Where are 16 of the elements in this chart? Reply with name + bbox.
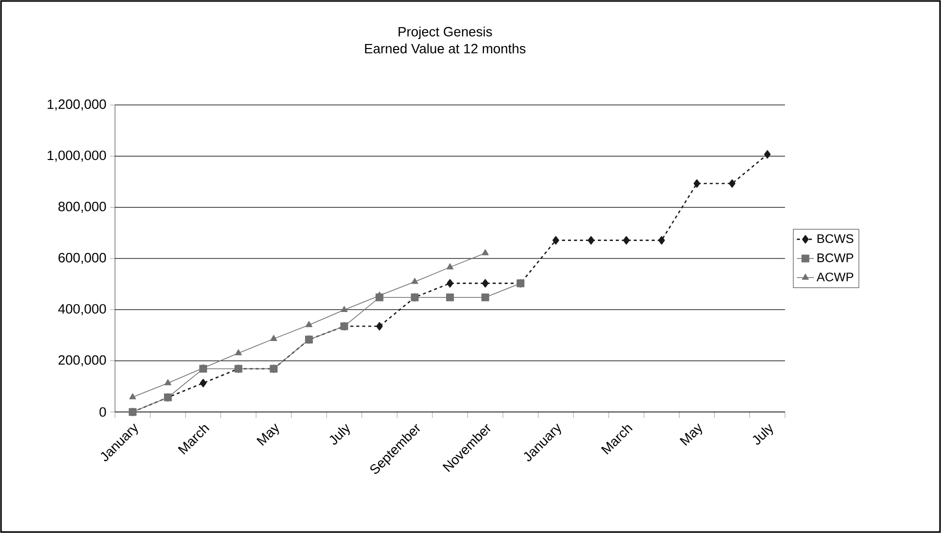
y-tick-label: 1,200,000 (48, 99, 106, 111)
legend-label: BCWS (818, 234, 854, 244)
x-tick-label: May (256, 424, 279, 446)
y-tick-label: 200,000 (58, 355, 106, 366)
legend-label: ACWP (816, 272, 854, 282)
y-tick-label: 600,000 (58, 252, 106, 264)
chart-subtitle: Earned Value at 12 months (365, 44, 526, 54)
legend-label: BCWP (818, 253, 854, 262)
x-tick-label: July (330, 424, 350, 445)
chart-title: Project Genesis (398, 26, 492, 40)
y-tick-label: 800,000 (58, 202, 106, 213)
x-tick-label: July (752, 424, 773, 445)
y-tick-label: 1,000,000 (48, 150, 106, 162)
y-tick-label: 0 (100, 407, 106, 417)
x-tick-label: May (680, 424, 702, 446)
y-tick-label: 400,000 (58, 304, 106, 316)
